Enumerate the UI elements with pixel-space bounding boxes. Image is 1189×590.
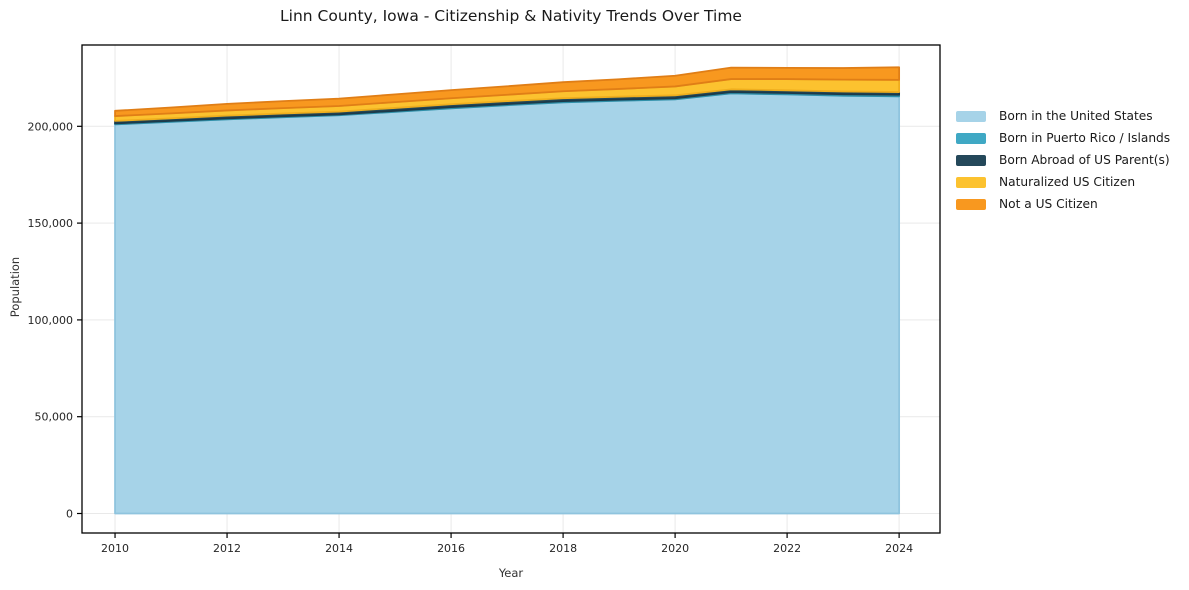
y-tick-label: 150,000 [28, 217, 74, 230]
legend-swatch-icon [956, 154, 986, 166]
legend-item-naturalized-us-citizen: Naturalized US Citizen [956, 171, 1170, 193]
x-tick-label: 2012 [213, 542, 241, 555]
legend-swatch-icon [956, 110, 986, 122]
legend-label: Born in the United States [999, 109, 1153, 123]
legend-label: Born in Puerto Rico / Islands [999, 131, 1171, 145]
axis-ticks: 2010 2012 2014 2016 2018 2020 2022 2024 0 50,000 1… [28, 120, 914, 555]
x-tick-label: 2014 [325, 542, 353, 555]
x-tick-label: 2022 [773, 542, 801, 555]
x-tick-label: 2018 [549, 542, 577, 555]
area-series-not-a-us-citizen [114, 66, 901, 117]
legend-label: Naturalized US Citizen [999, 175, 1136, 189]
stacked-areas [114, 66, 901, 515]
legend-item-born-in-the-united-states: Born in the United States [956, 105, 1170, 127]
x-axis-label: Year [498, 566, 524, 580]
legend-swatch-icon [956, 132, 986, 144]
legend: Born in the United States Born in Puerto … [956, 105, 1170, 215]
legend-item-born-abroad-of-us-parent-s: Born Abroad of US Parent(s) [956, 149, 1170, 171]
legend-item-not-a-us-citizen: Not a US Citizen [956, 193, 1170, 215]
plot-border [81, 44, 941, 534]
legend-swatch-icon [956, 198, 986, 210]
x-tick-label: 2020 [661, 542, 689, 555]
y-axis-label: Population [8, 256, 22, 318]
y-tick-label: 200,000 [28, 120, 74, 133]
chart-title: Linn County, Iowa - Citizenship & Nativi… [280, 7, 742, 25]
legend-item-born-in-puerto-rico-islands: Born in Puerto Rico / Islands [956, 127, 1170, 149]
legend-swatch-icon [956, 176, 986, 188]
y-tick-label: 100,000 [28, 314, 74, 327]
x-tick-label: 2010 [101, 542, 129, 555]
x-tick-label: 2024 [885, 542, 913, 555]
x-tick-label: 2016 [437, 542, 465, 555]
y-tick-label: 50,000 [35, 411, 74, 424]
legend-label: Born Abroad of US Parent(s) [999, 153, 1170, 167]
area-series-born-in-the-united-states [114, 92, 901, 515]
y-tick-label: 0 [66, 508, 73, 521]
legend-label: Not a US Citizen [999, 197, 1098, 211]
